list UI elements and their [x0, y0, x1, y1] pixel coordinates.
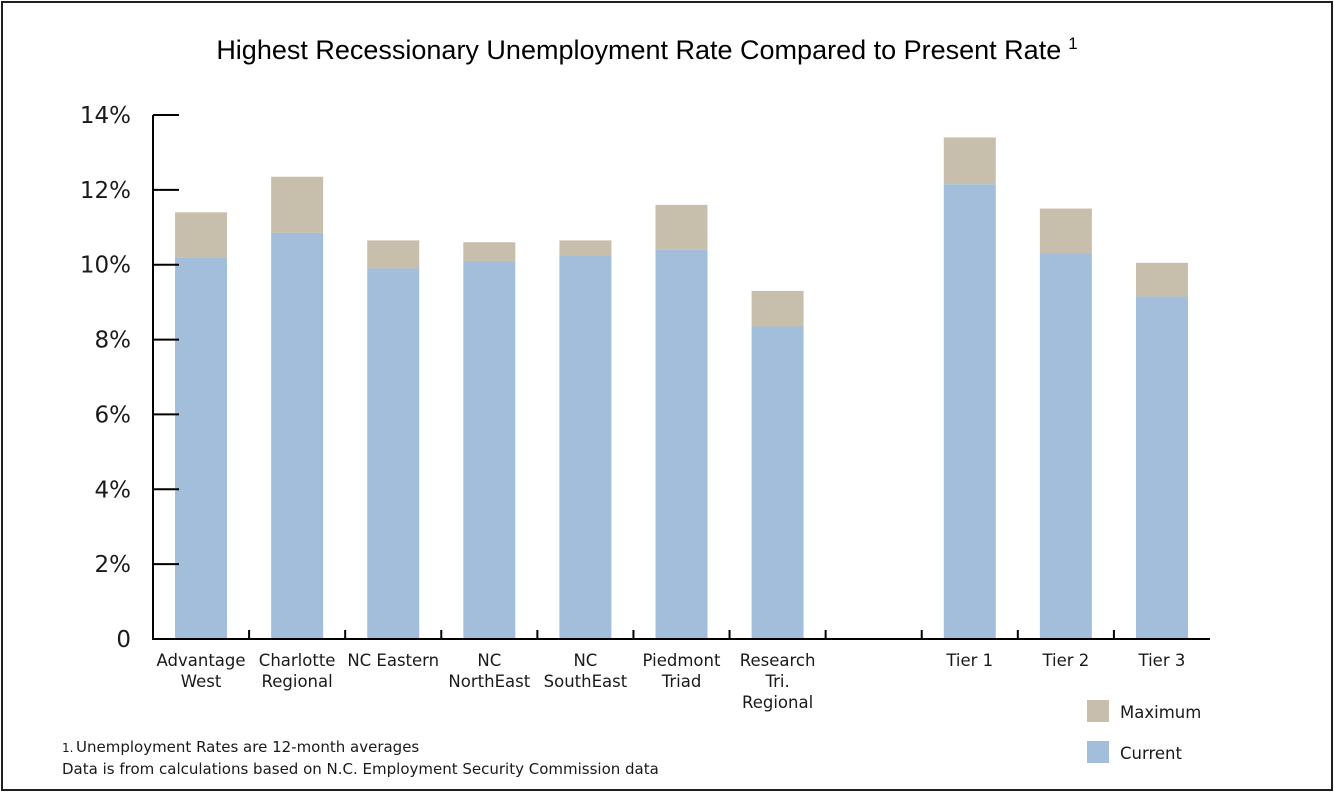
bar-current: [463, 260, 516, 639]
legend-label-maximum: Maximum: [1120, 703, 1201, 722]
bar-maximum: [559, 240, 612, 256]
x-tick-label: NC NorthEast: [448, 651, 530, 691]
x-tick-label: Tier 3: [1138, 651, 1186, 670]
bars-layer: [175, 137, 1188, 639]
bar-current: [751, 326, 804, 639]
footnote-line-1: Unemployment Rates are 12-month averages: [76, 738, 419, 756]
x-tick-label: NC SouthEast: [544, 651, 628, 691]
chart-title-superscript: 1: [1068, 34, 1077, 53]
legend-swatch-current: [1087, 741, 1109, 763]
bar-maximum: [367, 240, 420, 269]
y-tick-label: 10%: [80, 253, 131, 279]
x-tick-label: Research Tri. Regional: [740, 651, 816, 712]
legend-swatch-maximum: [1087, 700, 1109, 722]
y-tick-label: 8%: [95, 328, 132, 354]
footnote-number: 1.: [62, 741, 73, 755]
bar-current: [559, 255, 612, 639]
axes-layer: [152, 114, 1210, 640]
bar-current: [655, 249, 708, 639]
bar-maximum: [271, 176, 324, 233]
legend-label-current: Current: [1120, 744, 1183, 763]
x-tick-label: Charlotte Regional: [259, 651, 336, 691]
bar-maximum: [751, 290, 804, 327]
footnotes: 1. Unemployment Rates are 12-month avera…: [62, 738, 659, 778]
bar-current: [271, 232, 324, 639]
legend: Maximum Current: [1087, 700, 1201, 763]
x-tick-label: Tier 1: [945, 651, 993, 670]
bar-maximum: [1135, 262, 1188, 297]
bar-maximum: [175, 212, 228, 258]
x-tick-label: Tier 2: [1041, 651, 1089, 670]
chart-title-text: Highest Recessionary Unemployment Rate C…: [216, 35, 1061, 65]
y-tick-label: 14%: [80, 103, 131, 129]
bar-current: [367, 268, 420, 639]
bar-current: [175, 257, 228, 639]
y-tick-label: 2%: [95, 552, 132, 578]
y-tick-labels: 0 2% 4% 6% 8% 10% 12% 14%: [80, 103, 131, 653]
y-tick-label: 4%: [95, 477, 132, 503]
bar-current: [943, 184, 996, 639]
footnote-line-2: Data is from calculations based on N.C. …: [62, 760, 659, 778]
x-tick-label: Piedmont Triad: [643, 651, 721, 691]
bar-maximum: [943, 137, 996, 185]
bar-maximum: [655, 204, 708, 250]
bar-maximum: [1039, 208, 1092, 254]
x-tick-labels: Advantage West Charlotte Regional NC Eastern…: [157, 651, 1186, 712]
bar-current: [1135, 296, 1188, 639]
bar-current: [1039, 253, 1092, 639]
y-tick-label: 0: [116, 627, 131, 653]
y-tick-label: 12%: [80, 178, 131, 204]
bar-maximum: [463, 242, 516, 261]
chart-title: Highest Recessionary Unemployment Rate C…: [216, 34, 1077, 65]
x-tick-label: NC Eastern: [347, 651, 439, 670]
y-tick-label: 6%: [95, 402, 132, 428]
x-tick-label: Advantage West: [157, 651, 246, 691]
